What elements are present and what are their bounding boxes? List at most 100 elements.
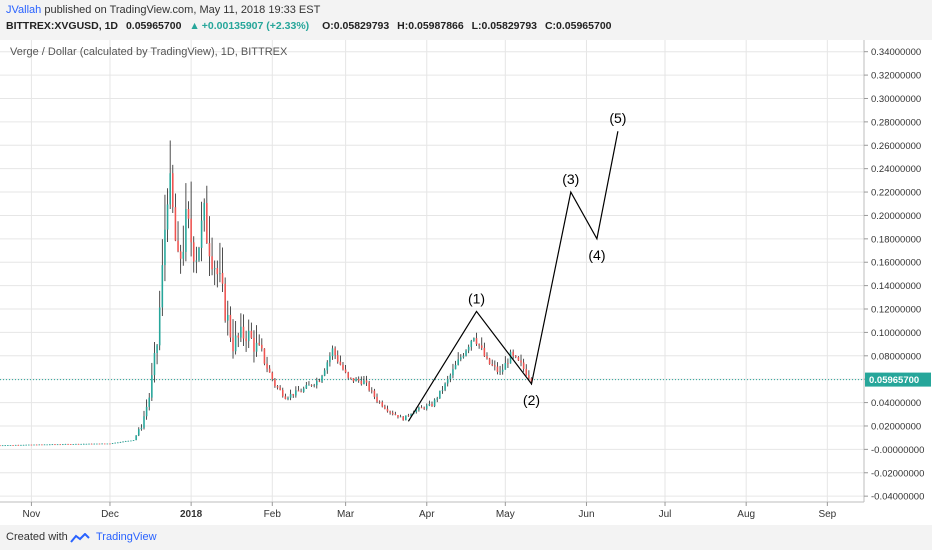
candle-body <box>501 369 504 372</box>
up-arrow-icon: ▲ <box>189 20 200 32</box>
candle-body <box>284 396 287 400</box>
price-axis[interactable]: 0.34000000 0.32000000 0.30000000 0.28000000… <box>864 47 931 503</box>
x-tick-label: Feb <box>264 509 282 520</box>
candle-body <box>321 375 323 382</box>
candle-body <box>80 443 82 445</box>
candle-body <box>363 380 365 385</box>
symbol-line: BITTREX:XVGUSD, 1D 0.05965700 ▲ +0.001359… <box>6 20 617 32</box>
candle-body <box>106 443 109 445</box>
candle-body <box>329 356 331 363</box>
author-link[interactable]: JVallah <box>6 4 42 16</box>
x-tick-label: Sep <box>818 509 836 520</box>
candle-body <box>357 378 360 381</box>
last-price-label: 0.05965700 <box>869 375 919 386</box>
created-with-text: Created with <box>6 531 68 543</box>
candle-body <box>470 340 473 347</box>
candle-body <box>381 402 384 407</box>
candle-body <box>391 412 394 415</box>
x-tick-label: Mar <box>337 509 355 520</box>
candle-body <box>402 416 404 421</box>
candle-body <box>143 416 145 428</box>
open-value: O:0.05829793 <box>322 20 390 32</box>
candle-body <box>517 357 520 361</box>
candle-body <box>491 364 494 366</box>
candle-body <box>431 403 433 407</box>
candle-body <box>444 383 446 391</box>
candle-body <box>397 415 399 418</box>
candle-body <box>221 272 224 284</box>
candle-body <box>323 370 326 376</box>
chart-area[interactable]: (1) (2) (3) (4) (5) 0.34000000 0.32000000 0.30… <box>0 40 932 525</box>
candle-body <box>425 405 428 409</box>
candle-body <box>232 337 234 352</box>
candle-body <box>514 355 517 358</box>
wave-annotation[interactable]: (1) (2) (3) (4) (5) <box>407 110 626 422</box>
symbol-name[interactable]: BITTREX:XVGUSD, 1D <box>6 20 119 32</box>
candle-body <box>46 444 48 446</box>
candle-body <box>386 408 389 412</box>
candle-body <box>292 393 295 396</box>
x-tick-label: 2018 <box>180 509 203 520</box>
candle-body <box>158 307 161 346</box>
price-chart[interactable]: (1) (2) (3) (4) (5) 0.34000000 0.32000000 0.30… <box>0 40 932 525</box>
candle-body <box>360 380 363 385</box>
candle-body <box>117 442 119 444</box>
candle-body <box>187 209 190 219</box>
candle-body <box>109 443 111 445</box>
elliott-wave-line[interactable] <box>407 131 619 422</box>
candle-body <box>522 362 525 369</box>
candle-body <box>75 443 77 445</box>
x-tick-label: Jul <box>659 509 672 520</box>
candle-body <box>137 429 140 436</box>
wave-label: (2) <box>523 392 540 408</box>
candle-body <box>342 364 344 370</box>
y-tick-label: 0.24000000 <box>871 164 921 175</box>
candle-body <box>465 350 467 356</box>
tradingview-logo-icon[interactable] <box>70 533 90 543</box>
candle-body <box>22 444 25 446</box>
candle-body <box>384 406 386 409</box>
candle-body <box>101 443 103 445</box>
y-tick-label: 0.28000000 <box>871 117 921 128</box>
candle-body <box>420 407 423 409</box>
y-tick-label: 0.10000000 <box>871 328 921 339</box>
candle-body <box>174 207 177 241</box>
candle-body <box>148 397 151 407</box>
candle-body <box>166 204 169 230</box>
last-price-badge <box>865 372 931 387</box>
candle-body <box>352 377 355 382</box>
candle-body <box>339 361 342 365</box>
candle-body <box>4 445 7 447</box>
chart-title: Verge / Dollar (calculated by TradingVie… <box>10 46 288 58</box>
candle-body <box>127 440 130 442</box>
candle-body <box>302 388 305 392</box>
candle-body <box>17 444 20 446</box>
tradingview-brand[interactable]: TradingView <box>96 531 157 543</box>
candle-body <box>237 335 240 338</box>
candle-body <box>350 377 352 379</box>
time-axis[interactable]: Nov Dec 2018 Feb Mar Apr May Jun Jul Aug Sep <box>23 502 837 520</box>
y-tick-label: 0.16000000 <box>871 258 921 269</box>
candle-body <box>289 393 292 398</box>
candle-body <box>494 365 496 367</box>
candle-body <box>88 443 90 445</box>
candle-body <box>69 444 72 445</box>
y-tick-label: 0.12000000 <box>871 305 921 316</box>
candle-body <box>226 314 229 321</box>
candle-body <box>62 444 64 446</box>
candle-body <box>399 416 402 418</box>
x-tick-label: Apr <box>419 509 435 520</box>
candle-body <box>326 362 329 371</box>
candle-body <box>496 366 499 373</box>
candle-body <box>103 443 106 445</box>
candle-body <box>1 445 4 447</box>
candle-body <box>499 371 501 373</box>
candle-body <box>305 385 308 389</box>
candle-body <box>90 443 93 445</box>
candle-body <box>488 358 491 365</box>
x-tick-label: Aug <box>737 509 755 520</box>
candle-body <box>43 444 46 446</box>
candle-body <box>192 242 195 262</box>
candle-body <box>334 348 336 356</box>
candle-body <box>190 218 192 243</box>
